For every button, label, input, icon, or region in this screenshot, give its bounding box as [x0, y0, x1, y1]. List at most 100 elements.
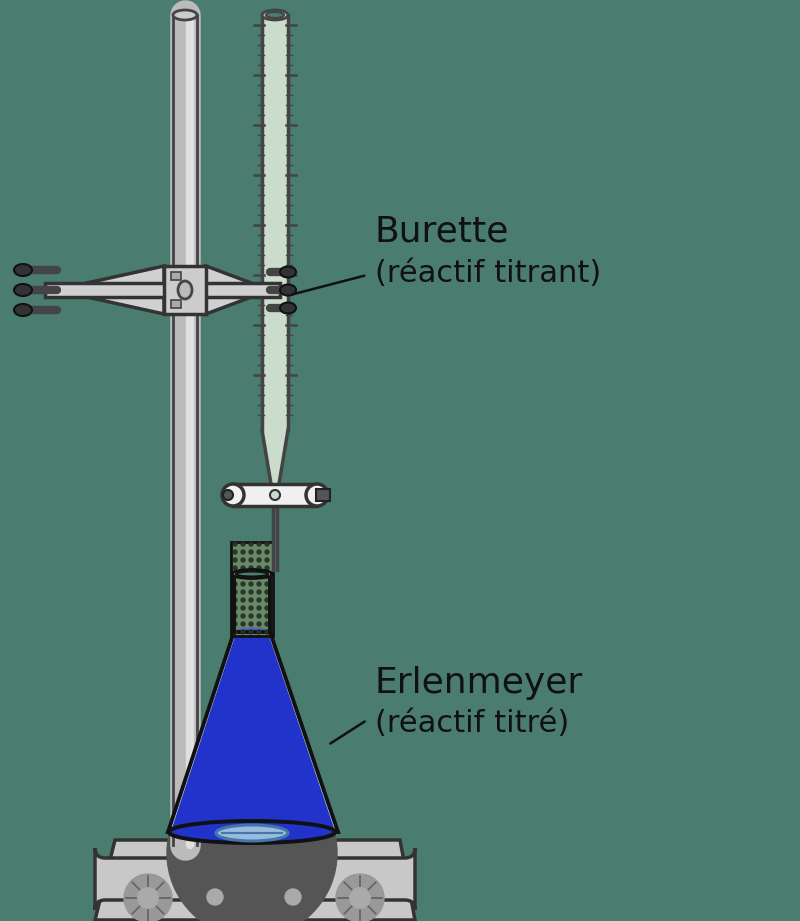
Circle shape	[249, 598, 253, 602]
Ellipse shape	[280, 285, 296, 296]
Circle shape	[233, 630, 237, 634]
Circle shape	[233, 606, 237, 610]
Bar	[262, 15, 288, 430]
Circle shape	[336, 874, 384, 921]
Polygon shape	[262, 430, 288, 490]
Circle shape	[167, 768, 337, 921]
Circle shape	[257, 542, 261, 546]
Ellipse shape	[280, 266, 296, 277]
Circle shape	[241, 582, 245, 586]
Circle shape	[241, 622, 245, 626]
Bar	[316, 489, 330, 501]
Circle shape	[257, 622, 261, 626]
Circle shape	[233, 582, 237, 586]
Circle shape	[265, 614, 269, 618]
Bar	[171, 272, 181, 280]
Circle shape	[249, 558, 253, 562]
Circle shape	[265, 630, 269, 634]
Ellipse shape	[14, 284, 32, 296]
Circle shape	[241, 558, 245, 562]
Circle shape	[241, 598, 245, 602]
Circle shape	[265, 566, 269, 570]
Circle shape	[257, 614, 261, 618]
Circle shape	[241, 590, 245, 594]
Circle shape	[241, 566, 245, 570]
Circle shape	[241, 614, 245, 618]
Circle shape	[265, 606, 269, 610]
Circle shape	[306, 484, 328, 506]
Circle shape	[233, 566, 237, 570]
Ellipse shape	[14, 304, 32, 316]
Circle shape	[265, 590, 269, 594]
Circle shape	[222, 484, 244, 506]
Circle shape	[257, 606, 261, 610]
Circle shape	[241, 606, 245, 610]
Circle shape	[257, 590, 261, 594]
Bar	[171, 300, 181, 308]
Circle shape	[233, 574, 237, 578]
Circle shape	[265, 550, 269, 554]
Circle shape	[257, 558, 261, 562]
Circle shape	[270, 490, 280, 500]
Polygon shape	[168, 632, 338, 832]
Text: (réactif titré): (réactif titré)	[375, 709, 570, 738]
Polygon shape	[206, 266, 270, 314]
Ellipse shape	[266, 12, 284, 18]
Circle shape	[285, 889, 301, 905]
Circle shape	[249, 566, 253, 570]
Circle shape	[233, 622, 237, 626]
Circle shape	[233, 590, 237, 594]
Circle shape	[249, 550, 253, 554]
Circle shape	[257, 582, 261, 586]
Ellipse shape	[178, 281, 192, 299]
Ellipse shape	[262, 10, 288, 20]
Circle shape	[207, 889, 223, 905]
Bar	[231, 542, 273, 636]
Circle shape	[249, 574, 253, 578]
Circle shape	[265, 582, 269, 586]
Circle shape	[257, 550, 261, 554]
Ellipse shape	[280, 302, 296, 313]
Circle shape	[233, 558, 237, 562]
Ellipse shape	[237, 627, 267, 633]
Circle shape	[249, 590, 253, 594]
Circle shape	[249, 614, 253, 618]
Circle shape	[249, 542, 253, 546]
Bar	[233, 484, 317, 506]
Circle shape	[249, 622, 253, 626]
Ellipse shape	[232, 569, 272, 578]
Circle shape	[249, 606, 253, 610]
Circle shape	[241, 574, 245, 578]
Ellipse shape	[236, 572, 268, 577]
Circle shape	[265, 558, 269, 562]
Circle shape	[249, 582, 253, 586]
Circle shape	[265, 622, 269, 626]
Text: Erlenmeyer: Erlenmeyer	[375, 666, 583, 700]
Ellipse shape	[169, 821, 335, 843]
Circle shape	[233, 598, 237, 602]
Ellipse shape	[216, 825, 288, 841]
Circle shape	[241, 630, 245, 634]
Circle shape	[233, 542, 237, 546]
Circle shape	[265, 574, 269, 578]
Polygon shape	[95, 840, 415, 920]
Circle shape	[241, 542, 245, 546]
Text: (réactif titrant): (réactif titrant)	[375, 259, 602, 288]
Text: Burette: Burette	[375, 214, 510, 248]
Circle shape	[257, 598, 261, 602]
Circle shape	[233, 614, 237, 618]
Polygon shape	[172, 630, 334, 828]
FancyBboxPatch shape	[95, 848, 415, 910]
Circle shape	[233, 550, 237, 554]
Circle shape	[223, 490, 233, 500]
Bar	[45, 283, 280, 297]
Circle shape	[265, 598, 269, 602]
Ellipse shape	[14, 264, 32, 276]
Circle shape	[257, 566, 261, 570]
Circle shape	[350, 888, 370, 908]
Bar	[164, 266, 206, 314]
Ellipse shape	[173, 10, 197, 20]
Circle shape	[257, 574, 261, 578]
Polygon shape	[55, 266, 164, 314]
Circle shape	[241, 550, 245, 554]
